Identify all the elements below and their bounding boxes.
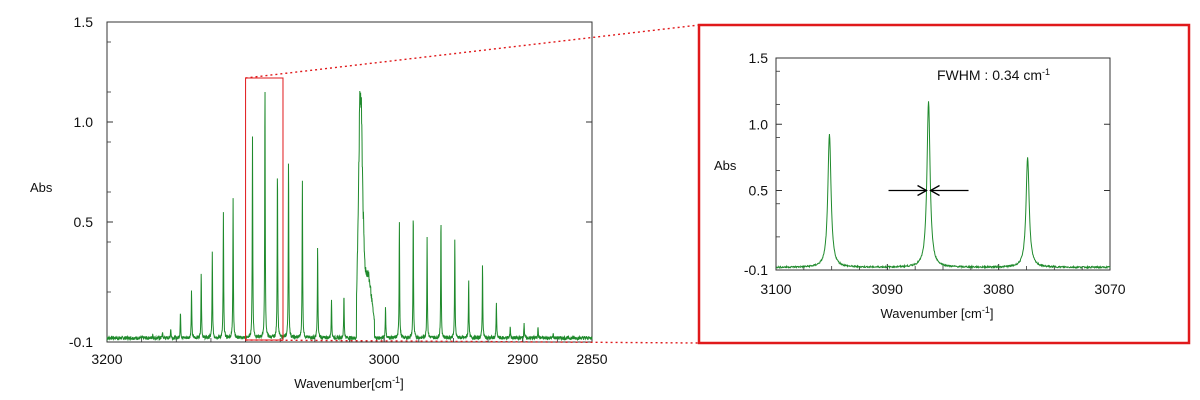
y-tick-label: 1.5	[74, 14, 94, 30]
main-x-axis: 3200 3100 3000 2900 2850	[91, 336, 608, 367]
inset-y-axis-label: Abs	[714, 158, 737, 173]
x-tick-label: 3000	[369, 351, 400, 367]
x-tick-label: 2850	[576, 351, 607, 367]
main-y-axis: -0.1 0.5 1.0 1.5	[69, 14, 592, 350]
zoom-inset-border	[697, 23, 1191, 345]
zoom-region-box	[245, 77, 284, 341]
zoom-connector-top	[245, 24, 700, 79]
x-tick-label: 3090	[872, 281, 903, 297]
fwhm-arrowhead-left	[917, 184, 928, 197]
fwhm-arrows	[888, 184, 969, 197]
inset-x-axis: 3100 3090 3080 3070	[760, 264, 1126, 297]
x-tick-label: 2900	[507, 351, 538, 367]
x-tick-label: 3080	[983, 281, 1014, 297]
y-tick-label: 0.5	[749, 183, 769, 199]
x-tick-label: 3100	[760, 281, 791, 297]
y-tick-label: 1.0	[749, 116, 769, 132]
y-tick-label: -0.1	[744, 262, 768, 278]
main-spectrum-trace	[106, 91, 593, 342]
x-tick-label: 3200	[91, 351, 122, 367]
x-tick-label: 3100	[230, 351, 261, 367]
main-x-axis-label: Wavenumber[cm-1]	[294, 375, 403, 391]
main-plot-frame	[106, 21, 593, 343]
y-tick-label: 1.5	[749, 50, 769, 66]
y-tick-label: 0.5	[74, 214, 94, 230]
inset-y-axis: -0.1 0.5 1.0 1.5	[744, 50, 1110, 278]
y-tick-label: -0.1	[69, 334, 93, 350]
main-spectrum-chart: -0.1 0.5 1.0 1.5 3200 3100 3000 2900 2850 Abs W…	[30, 14, 608, 391]
zoom-connector-bottom	[245, 339, 700, 344]
inset-x-axis-label: Wavenumber [cm-1]	[880, 305, 993, 321]
inset-spectrum-trace	[775, 101, 1111, 270]
y-tick-label: 1.0	[74, 114, 94, 130]
zoom-inset-panel: -0.1 0.5 1.0 1.5 3100 3090 3080 3070 FWHM : 0.…	[697, 23, 1191, 345]
fwhm-annotation: FWHM : 0.34 cm-1	[937, 67, 1050, 83]
fwhm-arrowhead-right	[929, 184, 940, 197]
main-y-axis-label: Abs	[30, 180, 53, 195]
x-tick-label: 3070	[1094, 281, 1125, 297]
